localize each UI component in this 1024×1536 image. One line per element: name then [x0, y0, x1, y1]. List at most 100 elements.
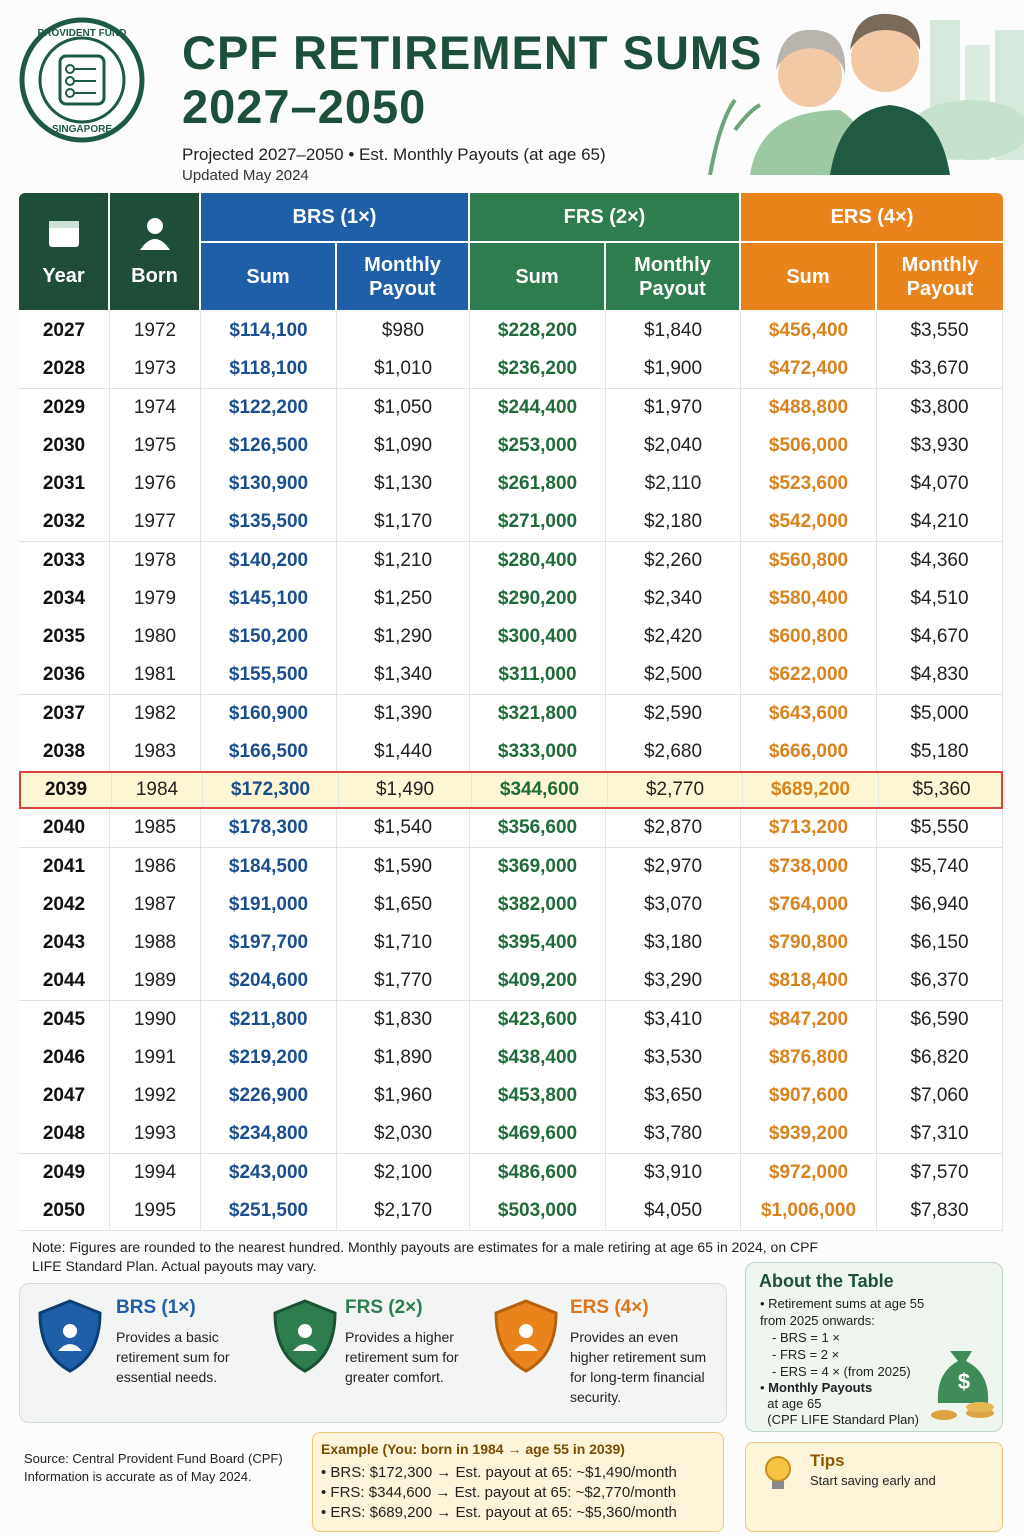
table-cell: $5,740 [877, 847, 1003, 886]
table-cell: $1,490 [339, 773, 472, 807]
sub-header: Monthly Payout [877, 243, 1003, 310]
table-row: 2043 1988 $197,700 $1,710 $395,400 $3,180 $790… [19, 924, 1003, 963]
svg-text:$: $ [958, 1369, 970, 1394]
table-cell: $4,070 [877, 465, 1003, 503]
table-cell: 1989 [110, 962, 201, 1001]
table-row: 2048 1993 $234,800 $2,030 $469,600 $3,780 $939… [19, 1115, 1003, 1155]
table-cell: $4,360 [877, 541, 1003, 580]
table-cell: 2028 [19, 350, 110, 389]
table-cell: 1977 [110, 503, 201, 542]
table-row: 2047 1992 $226,900 $1,960 $453,800 $3,650 $907… [19, 1077, 1003, 1116]
table-cell: $3,070 [606, 885, 741, 924]
example-text: ERS: $689,200 → Est. payout at 65: ~$5,3… [330, 1504, 677, 1521]
table-cell: 2030 [19, 426, 110, 465]
table-cell: $486,600 [470, 1153, 606, 1192]
table-row: 2046 1991 $219,200 $1,890 $438,400 $3,530 $876… [19, 1038, 1003, 1078]
title-line: CPF RETIREMENT SUMS [182, 26, 763, 79]
table-cell: 2039 [21, 773, 112, 807]
table-cell: 2049 [19, 1153, 110, 1192]
card-title: FRS (2×) [345, 1297, 423, 1318]
about-sub-item: - ERS = 4 × (from 2025) [772, 1364, 911, 1379]
table-cell: $219,200 [201, 1038, 337, 1077]
table-cell: 2042 [19, 885, 110, 924]
header-cell: Born [110, 193, 201, 310]
table-cell: 2046 [19, 1038, 110, 1077]
table-cell: $244,400 [470, 388, 606, 427]
table-cell: $3,800 [877, 388, 1003, 427]
table-cell: $228,200 [470, 312, 606, 350]
table-cell: 1976 [110, 465, 201, 503]
table-cell: $261,800 [470, 465, 606, 503]
table-cell: $1,090 [337, 426, 470, 465]
table-cell: $3,780 [606, 1115, 741, 1154]
table-cell: $488,800 [741, 388, 877, 427]
subtitle: Projected 2027–2050 • Est. Monthly Payou… [182, 145, 606, 164]
table-cell: $135,500 [201, 503, 337, 542]
table-cell: $290,200 [470, 579, 606, 618]
table-cell: $184,500 [201, 847, 337, 886]
table-cell: $1,590 [337, 847, 470, 886]
table-cell: $2,500 [606, 656, 741, 695]
table-cell: 1985 [110, 809, 201, 848]
table-cell: $204,600 [201, 962, 337, 1001]
table-cell: $666,000 [741, 732, 877, 771]
about-bold: Monthly Payouts [768, 1380, 873, 1395]
table-cell: $1,340 [337, 656, 470, 695]
example-title: Example (You: born in 1984 → age 55 in 2… [321, 1441, 625, 1457]
table-cell: 1981 [110, 656, 201, 695]
table-cell: $1,900 [606, 350, 741, 389]
shield-icon [494, 1299, 558, 1373]
table-cell: $5,550 [877, 809, 1003, 848]
table-cell: $2,680 [606, 732, 741, 771]
sub-header: Sum [741, 243, 877, 310]
table-cell: $600,800 [741, 618, 877, 656]
table-cell: $2,030 [337, 1115, 470, 1154]
table-cell: 2035 [19, 618, 110, 656]
table-cell: 2040 [19, 809, 110, 848]
table-cell: $114,100 [201, 312, 337, 350]
updated: Updated May 2024 [182, 167, 309, 184]
about-sub-text: ERS = 4 × (from 2025) [779, 1364, 911, 1379]
table-cell: $7,570 [877, 1153, 1003, 1192]
table-cell: $7,060 [877, 1077, 1003, 1115]
card-text: Provides a basic retirement sum for esse… [116, 1329, 230, 1385]
table-row: 2039 1984 $172,300 $1,490 $344,600 $2,770 $689… [19, 771, 1005, 809]
table-cell: 2048 [19, 1115, 110, 1154]
table-cell: $503,000 [470, 1191, 606, 1230]
title-line: 2027–2050 [182, 80, 427, 133]
source-line: Source: Central Provident Fund Board (CP… [24, 1451, 283, 1466]
table-row: 2028 1973 $118,100 $1,010 $236,200 $1,900 $472… [19, 350, 1003, 390]
table-cell: $178,300 [201, 809, 337, 848]
table-cell: 1984 [112, 773, 203, 807]
about-item: • Monthly Payouts at age 65 (CPF LIFE St… [760, 1380, 919, 1427]
table-cell: $3,550 [877, 312, 1003, 350]
table-cell: 1983 [110, 732, 201, 771]
table-row: 2041 1986 $184,500 $1,590 $369,000 $2,970 $738… [19, 847, 1003, 887]
source: Source: Central Provident Fund Board (CP… [24, 1450, 283, 1486]
card-title: BRS (1×) [116, 1297, 196, 1318]
table-cell: 1995 [110, 1191, 201, 1230]
about-title: About the Table [759, 1271, 894, 1291]
table-row: 2032 1977 $135,500 $1,170 $271,000 $2,180 $542… [19, 503, 1003, 543]
group-header: FRS (2×) [470, 193, 741, 243]
table-cell: 2045 [19, 1000, 110, 1039]
table-cell: $321,800 [470, 694, 606, 733]
table-cell: $7,830 [877, 1191, 1003, 1230]
illustration [708, 13, 1024, 175]
table-cell: $6,150 [877, 924, 1003, 962]
table-cell: 2034 [19, 579, 110, 618]
table-cell: $1,890 [337, 1038, 470, 1077]
table-row: 2037 1982 $160,900 $1,390 $321,800 $2,590 $643… [19, 694, 1003, 734]
table-cell: $311,000 [470, 656, 606, 695]
table-cell: $1,440 [337, 732, 470, 771]
cards-panel [19, 1283, 727, 1423]
header-cell: Year [19, 193, 110, 310]
table-cell: $3,290 [606, 962, 741, 1001]
table-cell: $3,910 [606, 1153, 741, 1192]
table-cell: $395,400 [470, 924, 606, 962]
table-cell: $1,840 [606, 312, 741, 350]
table-cell: $580,400 [741, 579, 877, 618]
table-cell: 1982 [110, 694, 201, 733]
table-cell: $469,600 [470, 1115, 606, 1154]
card-title: ERS (4×) [570, 1297, 649, 1318]
